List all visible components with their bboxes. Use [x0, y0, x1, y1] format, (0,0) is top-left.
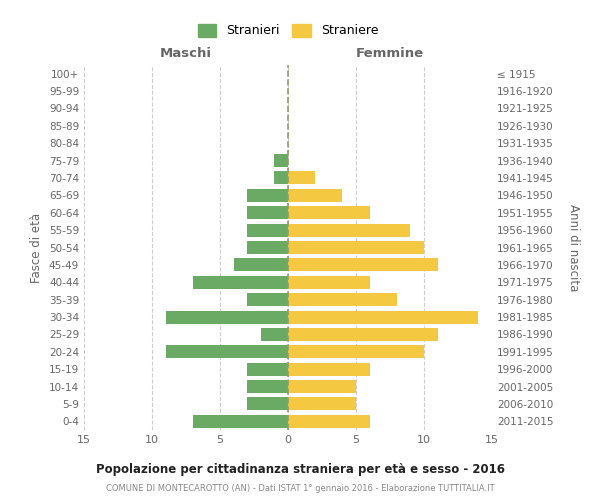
Bar [288, 224, 410, 236]
Bar [247, 362, 288, 376]
Bar [166, 346, 288, 358]
Bar [247, 293, 288, 306]
Legend: Stranieri, Straniere: Stranieri, Straniere [197, 24, 379, 38]
Bar [288, 172, 315, 184]
Y-axis label: Anni di nascita: Anni di nascita [568, 204, 581, 291]
Bar [233, 258, 288, 272]
Bar [274, 172, 288, 184]
Bar [288, 293, 397, 306]
Bar [247, 189, 288, 202]
Bar [288, 380, 356, 393]
Bar [288, 362, 370, 376]
Bar [288, 206, 370, 220]
Text: Popolazione per cittadinanza straniera per età e sesso - 2016: Popolazione per cittadinanza straniera p… [95, 462, 505, 475]
Text: COMUNE DI MONTECAROTTO (AN) - Dati ISTAT 1° gennaio 2016 - Elaborazione TUTTITAL: COMUNE DI MONTECAROTTO (AN) - Dati ISTAT… [106, 484, 494, 493]
Bar [288, 276, 370, 289]
Bar [288, 398, 356, 410]
Bar [247, 380, 288, 393]
Bar [288, 415, 370, 428]
Bar [247, 206, 288, 220]
Text: Femmine: Femmine [356, 47, 424, 60]
Bar [261, 328, 288, 341]
Bar [288, 241, 424, 254]
Bar [247, 241, 288, 254]
Bar [193, 276, 288, 289]
Bar [274, 154, 288, 167]
Bar [288, 258, 437, 272]
Y-axis label: Fasce di età: Fasce di età [31, 212, 43, 282]
Text: Maschi: Maschi [160, 47, 212, 60]
Bar [288, 310, 478, 324]
Bar [288, 346, 424, 358]
Bar [247, 224, 288, 236]
Bar [193, 415, 288, 428]
Bar [288, 189, 343, 202]
Bar [166, 310, 288, 324]
Bar [288, 328, 437, 341]
Bar [247, 398, 288, 410]
